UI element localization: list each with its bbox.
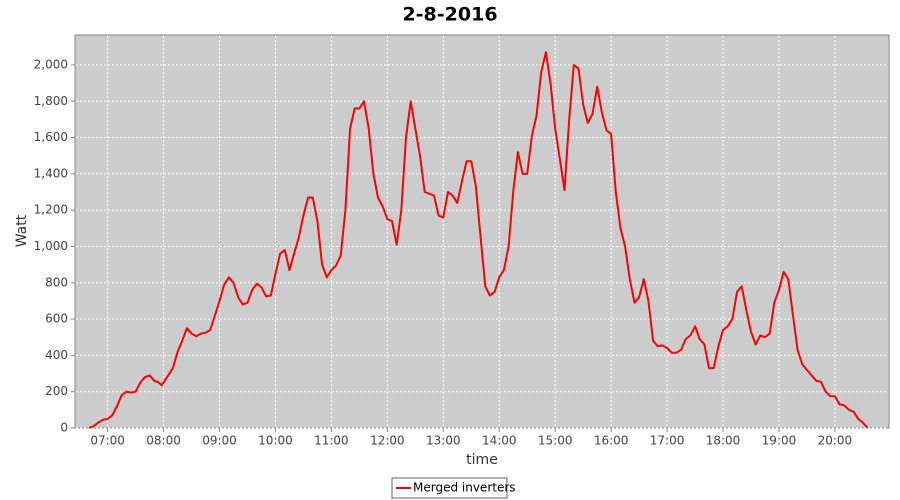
y-tick-label: 1,800 <box>34 94 68 108</box>
x-tick-label: 07:00 <box>90 434 125 448</box>
y-tick-label: 1,200 <box>34 203 68 217</box>
x-tick-label: 09:00 <box>202 434 237 448</box>
x-tick-label: 20:00 <box>818 434 853 448</box>
x-tick-label: 15:00 <box>538 434 573 448</box>
y-tick-label: 1,400 <box>34 166 68 180</box>
x-tick-label: 11:00 <box>314 434 349 448</box>
y-tick-label: 1,600 <box>34 130 68 144</box>
x-tick-label: 14:00 <box>482 434 517 448</box>
y-tick-label: 0 <box>60 421 68 435</box>
y-tick-label: 200 <box>45 384 68 398</box>
y-tick-label: 800 <box>45 275 68 289</box>
x-tick-label: 18:00 <box>706 434 741 448</box>
x-tick-label: 19:00 <box>762 434 797 448</box>
y-tick-label: 1,000 <box>34 239 68 253</box>
y-axis-label: Watt <box>14 214 30 247</box>
x-tick-label: 08:00 <box>146 434 181 448</box>
x-tick-label: 16:00 <box>594 434 629 448</box>
x-tick-label: 13:00 <box>426 434 461 448</box>
x-tick-label: 17:00 <box>650 434 685 448</box>
y-tick-label: 400 <box>45 348 68 362</box>
x-tick-label: 10:00 <box>258 434 293 448</box>
y-tick-label: 2,000 <box>34 57 68 71</box>
data-line <box>88 51 869 429</box>
plot-area <box>74 34 890 429</box>
chart-title: 2-8-2016 <box>402 4 497 26</box>
y-tick-label: 600 <box>45 312 68 326</box>
x-axis-label: time <box>466 452 498 468</box>
legend <box>391 477 508 499</box>
legend-label: Merged inverters <box>413 481 516 495</box>
x-tick-label: 12:00 <box>370 434 405 448</box>
